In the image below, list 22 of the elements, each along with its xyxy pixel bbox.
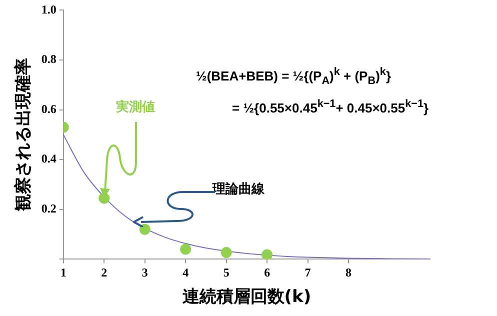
x-tick-label: 4 [182,265,189,280]
x-axis-title: 連続積層回数(k) [182,287,312,308]
x-tick-label: 6 [264,265,270,280]
y-tick-label: 0.4 [41,152,56,166]
x-tick-label: 1 [60,265,66,280]
annotation: 実測値 [116,98,156,116]
annotation: = ½{0.55×0.45$^{k−1}$+ 0.45×0.55$^{k−1}$} [232,98,429,116]
point [180,244,192,255]
y-tick-label: 0.6 [41,102,56,116]
point [220,246,232,258]
annotation: 理論曲線 [212,180,265,198]
x-tick-label: 2 [101,265,108,280]
y-tick-label: 0.8 [41,52,56,66]
point [262,249,273,260]
y-tick-label: 0.2 [41,201,56,216]
x-tick-label: 7 [304,265,311,280]
x-tick-label: 3 [142,265,148,280]
x-tick-label: 8 [346,265,352,280]
y-axis-title: 観察される出現確率 [14,58,34,212]
x-tick-label: 5 [223,265,230,280]
text: ½(BEA+BEB) = ½{(P$_{A}$)$^{k}$ + (P$_{B}$)$^{k}$} [196,66,391,87]
y-tick-label: 1.0 [41,2,56,16]
